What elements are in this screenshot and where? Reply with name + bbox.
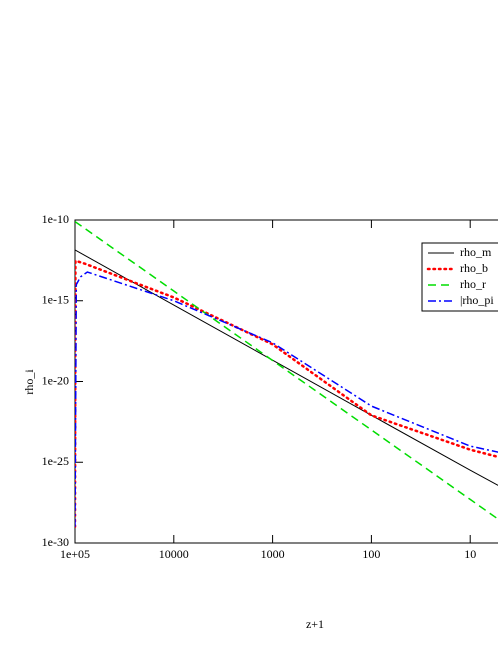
y-tick-label: 1e-10: [42, 212, 69, 226]
series-line: [75, 220, 498, 520]
x-tick-label: 1e+05: [60, 547, 90, 561]
x-tick-label: 100: [362, 547, 380, 561]
x-tick-label: 10: [464, 547, 476, 561]
legend-label: rho_m: [460, 245, 492, 259]
legend-label: rho_b: [460, 261, 488, 275]
y-axis-label: rho_i: [22, 369, 36, 395]
legend-label: rho_r: [460, 277, 486, 291]
y-tick-label: 1e-20: [42, 373, 69, 387]
legend-label: |rho_pi: [460, 293, 494, 307]
legend-box: [421, 242, 498, 312]
plot-area: [75, 220, 498, 529]
series-line: [75, 249, 498, 486]
y-tick-label: 1e-25: [42, 454, 69, 468]
y-tick-label: 1e-15: [42, 293, 69, 307]
x-tick-label: 1000: [261, 547, 285, 561]
x-axis-label: z+1: [306, 617, 324, 631]
y-tick-label: 1e-30: [42, 535, 69, 549]
x-tick-label: 10000: [159, 547, 189, 561]
series-line: [75, 259, 498, 529]
series-line: [75, 271, 498, 527]
